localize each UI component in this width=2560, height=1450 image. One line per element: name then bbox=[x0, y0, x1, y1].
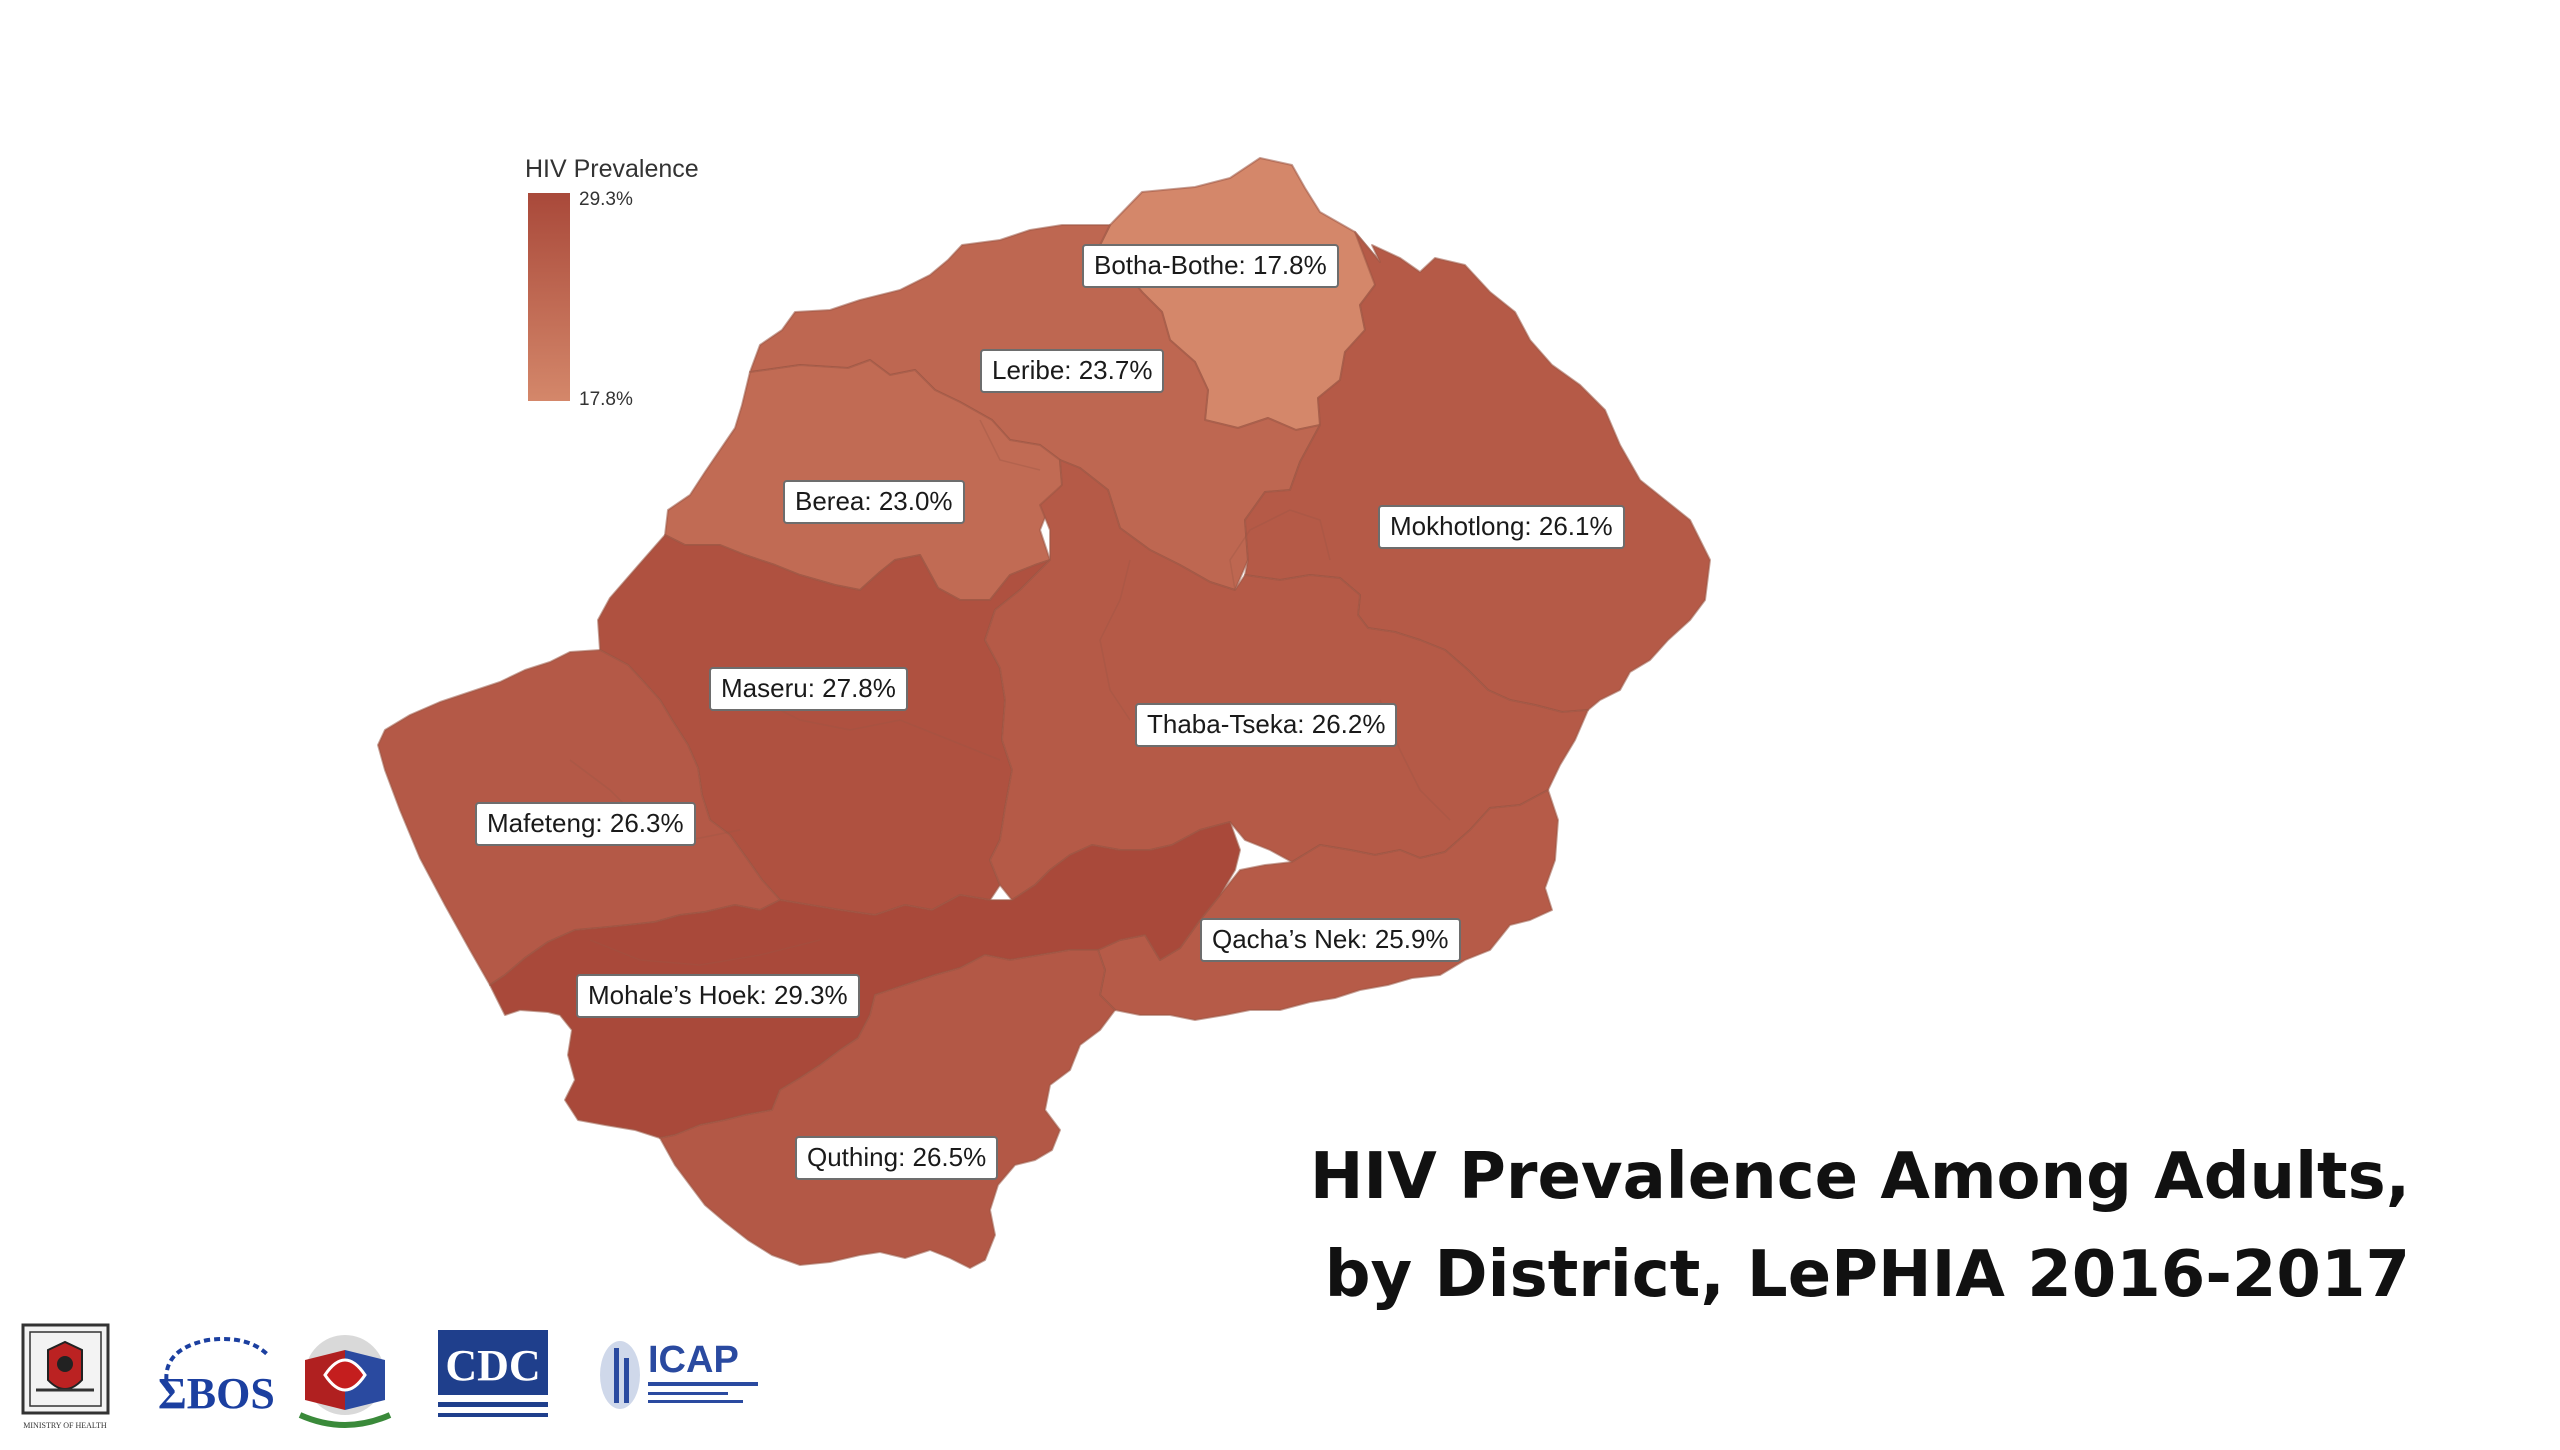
label-quthing: Quthing: 26.5% bbox=[795, 1136, 999, 1180]
cdc-logo: CDC bbox=[438, 1330, 548, 1417]
slide-title: HIV Prevalence Among Adults, by District… bbox=[1310, 1128, 2410, 1324]
icap-logo: ICAP bbox=[600, 1339, 758, 1409]
legend-max-label: 29.3% bbox=[579, 189, 633, 210]
label-mokhotlong: Mokhotlong: 26.1% bbox=[1378, 505, 1625, 549]
label-qachas-nek: Qacha’s Nek: 25.9% bbox=[1200, 918, 1461, 962]
bos-logo: ΣBOS bbox=[158, 1337, 275, 1418]
label-maseru: Maseru: 27.8% bbox=[709, 667, 908, 711]
sponsor-logos: MINISTRY OF HEALTH ΣBOS CDC ICAP bbox=[18, 1320, 778, 1450]
svg-text:ICAP: ICAP bbox=[648, 1339, 739, 1381]
label-mohales-hoek: Mohale’s Hoek: 29.3% bbox=[576, 974, 860, 1018]
map-legend: HIV Prevalence 29.3% 17.8% bbox=[523, 155, 783, 415]
label-botha-bothe: Botha-Bothe: 17.8% bbox=[1082, 244, 1339, 288]
label-mafeteng: Mafeteng: 26.3% bbox=[475, 802, 696, 846]
label-thaba-tseka: Thaba-Tseka: 26.2% bbox=[1135, 703, 1398, 747]
slide-title-line2: by District, LePHIA 2016-2017 bbox=[1324, 1238, 2410, 1312]
svg-text:ΣBOS: ΣBOS bbox=[158, 1369, 275, 1418]
slide-title-line1: HIV Prevalence Among Adults, bbox=[1309, 1140, 2410, 1214]
legend-title: HIV Prevalence bbox=[525, 155, 699, 183]
legend-min-label: 17.8% bbox=[579, 389, 633, 410]
label-leribe: Leribe: 23.7% bbox=[980, 349, 1165, 393]
svg-text:CDC: CDC bbox=[445, 1341, 540, 1390]
label-berea: Berea: 23.0% bbox=[783, 480, 965, 524]
legend-color-bar bbox=[528, 193, 570, 401]
district-mohales-hoek bbox=[489, 821, 1241, 1139]
ministry-of-health-logo: MINISTRY OF HEALTH bbox=[21, 1323, 110, 1430]
pepfar-logo bbox=[298, 1335, 392, 1428]
svg-text:MINISTRY OF HEALTH: MINISTRY OF HEALTH bbox=[23, 1421, 107, 1430]
district-quthing bbox=[659, 949, 1116, 1269]
